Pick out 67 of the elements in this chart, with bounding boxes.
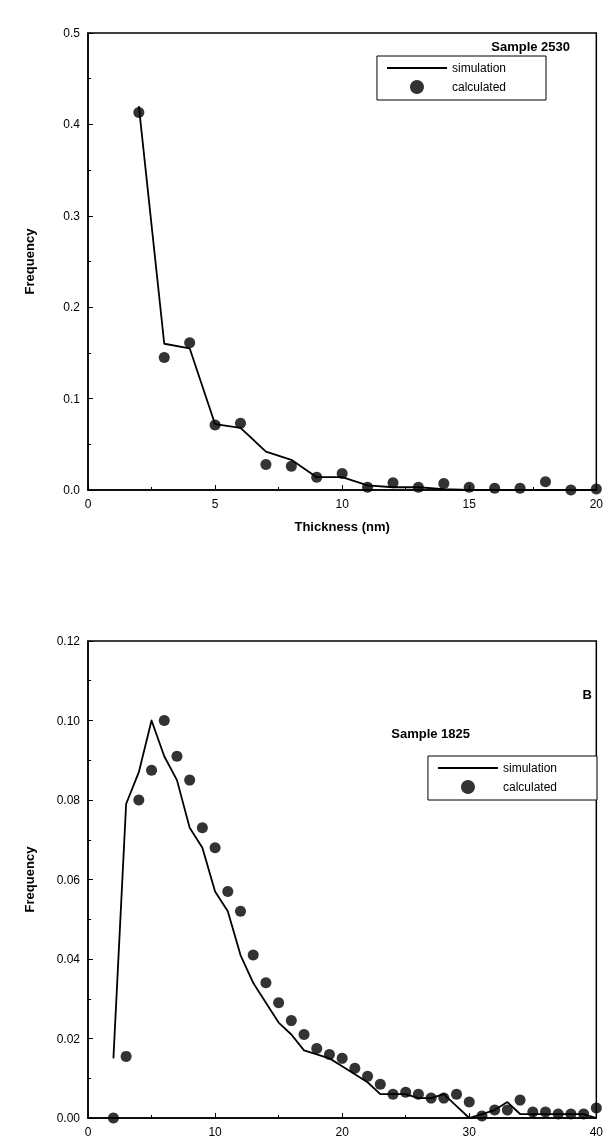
point <box>196 822 208 834</box>
x-tick-label: 0 <box>84 497 92 511</box>
y-tick-label: 0.12 <box>56 634 81 648</box>
y-tick-label: 0.3 <box>63 208 81 223</box>
point <box>158 351 170 363</box>
x-tick-label: 20 <box>335 1125 350 1139</box>
point <box>184 337 196 349</box>
point <box>146 764 158 776</box>
x-axis-title: Thickness (nm) <box>294 519 390 534</box>
y-tick-label: 0.0 <box>63 483 81 497</box>
y-tick-label: 0.06 <box>56 872 81 887</box>
point <box>590 1102 602 1114</box>
point <box>171 750 183 762</box>
y-tick-label: 0.5 <box>63 26 81 40</box>
x-tick-label: 15 <box>462 497 477 511</box>
x-tick-label: 30 <box>462 1125 477 1139</box>
y-tick-label: 0.04 <box>56 952 81 966</box>
point <box>285 1015 297 1027</box>
point <box>311 1042 323 1054</box>
x-tick-label: 10 <box>208 1125 223 1139</box>
legend-label: calculated <box>451 80 507 94</box>
point <box>158 715 170 726</box>
point <box>514 1094 526 1106</box>
point <box>107 1112 119 1124</box>
x-tick-label: 5 <box>211 497 219 511</box>
point <box>349 1062 361 1074</box>
x-tick-label: 40 <box>589 1125 604 1139</box>
y-tick-label: 0.00 <box>56 1111 81 1125</box>
y-tick-label: 0.4 <box>63 117 81 132</box>
point <box>590 483 602 495</box>
point <box>120 1050 132 1062</box>
point <box>285 460 297 472</box>
point <box>235 905 246 917</box>
point <box>362 1070 374 1082</box>
x-tick-label: 20 <box>589 497 604 511</box>
point <box>298 1029 310 1041</box>
point <box>235 417 246 429</box>
y-axis-title: Frequency <box>22 845 37 913</box>
x-tick-label: 0 <box>84 1125 92 1139</box>
legend-label: simulation <box>451 61 506 75</box>
point <box>438 478 450 490</box>
legend-label: calculated <box>502 780 558 794</box>
point <box>336 1052 348 1064</box>
point <box>540 476 551 488</box>
point <box>209 842 221 854</box>
y-tick-label: 0.2 <box>63 300 81 315</box>
y-axis-title: Frequency <box>22 227 37 295</box>
y-tick-label: 0.08 <box>56 793 81 807</box>
point <box>247 949 259 961</box>
point <box>133 794 145 806</box>
point <box>260 458 272 470</box>
point <box>463 1096 475 1108</box>
point <box>451 1088 463 1100</box>
annotation: B <box>582 687 592 702</box>
y-tick-label: 0.1 <box>63 391 81 406</box>
point <box>501 1104 513 1116</box>
annotation: Sample 2530 <box>491 39 571 54</box>
point <box>260 977 272 989</box>
x-tick-label: 10 <box>335 497 350 511</box>
annotation: Sample 1825 <box>391 726 471 741</box>
point <box>273 997 285 1009</box>
point <box>222 885 234 897</box>
point <box>184 774 196 786</box>
legend-label: simulation <box>502 761 557 775</box>
y-tick-label: 0.10 <box>56 713 81 728</box>
point <box>374 1078 386 1090</box>
y-tick-label: 0.02 <box>56 1031 81 1046</box>
